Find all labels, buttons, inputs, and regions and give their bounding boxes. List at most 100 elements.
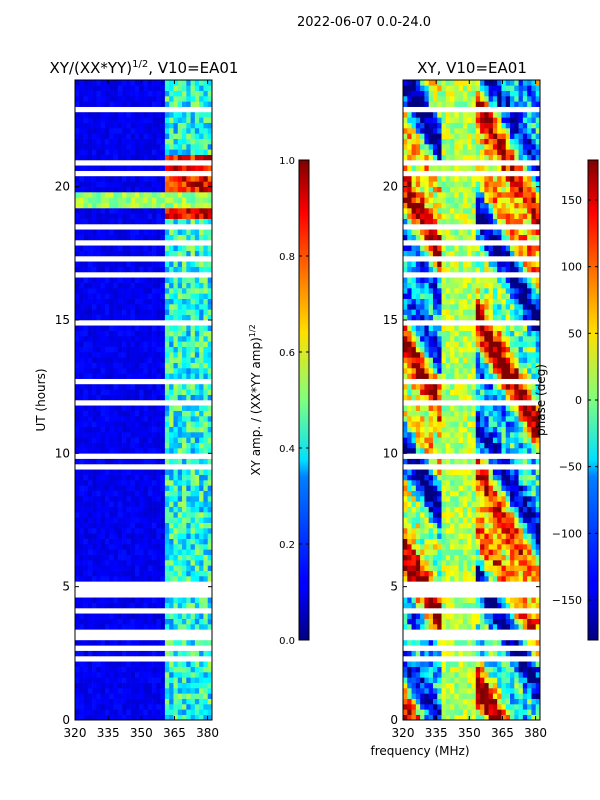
heatmap-cell bbox=[164, 384, 170, 390]
heatmap-cell bbox=[190, 554, 196, 561]
heatmap-cell bbox=[143, 448, 149, 454]
heatmap-cell bbox=[497, 661, 502, 667]
heatmap-cell bbox=[488, 544, 494, 550]
heatmap-cell bbox=[411, 522, 417, 529]
heatmap-cell bbox=[203, 138, 209, 145]
heatmap-cell bbox=[96, 512, 101, 518]
heatmap-cell bbox=[173, 250, 179, 257]
heatmap-cell bbox=[117, 538, 123, 545]
heatmap-cell bbox=[152, 357, 157, 363]
heatmap-cell bbox=[160, 138, 166, 145]
heatmap-cell bbox=[445, 693, 451, 699]
heatmap-cell bbox=[497, 533, 502, 539]
heatmap-cell bbox=[143, 613, 149, 619]
heatmap-cell bbox=[134, 693, 140, 699]
heatmap-cell bbox=[462, 432, 468, 438]
heatmap-cell bbox=[152, 250, 157, 257]
heatmap-cell bbox=[190, 165, 196, 171]
heatmap-cell bbox=[462, 661, 468, 667]
heatmap-cell bbox=[407, 640, 412, 646]
heatmap-cell bbox=[203, 176, 209, 182]
heatmap-cell bbox=[462, 549, 468, 555]
heatmap-cell bbox=[104, 613, 110, 619]
heatmap-cell bbox=[492, 698, 498, 705]
heatmap-cell bbox=[169, 650, 174, 657]
heatmap-cell bbox=[522, 698, 528, 705]
heatmap-cell bbox=[471, 426, 477, 433]
heatmap-cell bbox=[207, 234, 212, 241]
heatmap-cell bbox=[186, 352, 191, 358]
heatmap-cell bbox=[134, 330, 140, 337]
heatmap-cell bbox=[156, 154, 161, 161]
heatmap-cell bbox=[100, 437, 106, 443]
heatmap-cell bbox=[117, 480, 123, 486]
heatmap-cell bbox=[190, 133, 196, 139]
heatmap-cell bbox=[186, 432, 191, 438]
heatmap-cell bbox=[190, 101, 196, 107]
heatmap-cell bbox=[83, 384, 89, 390]
y-tick-label: 10 bbox=[55, 446, 70, 460]
heatmap-cell bbox=[475, 709, 481, 715]
heatmap-cell bbox=[535, 613, 540, 619]
heatmap-cell bbox=[186, 528, 191, 534]
heatmap-cell bbox=[462, 624, 468, 630]
heatmap-cell bbox=[497, 650, 502, 657]
heatmap-cell bbox=[527, 501, 532, 507]
heatmap-cell bbox=[445, 416, 451, 422]
heatmap-cell bbox=[122, 549, 127, 555]
heatmap-cell bbox=[484, 640, 489, 646]
heatmap-cell bbox=[122, 682, 127, 689]
heatmap-cell bbox=[194, 549, 200, 555]
heatmap-cell bbox=[480, 416, 485, 422]
heatmap-cell bbox=[407, 672, 412, 678]
heatmap-cell bbox=[475, 528, 481, 534]
heatmap-cell bbox=[432, 389, 438, 395]
heatmap-cell bbox=[75, 597, 80, 603]
heatmap-cell bbox=[190, 389, 196, 395]
heatmap-cell bbox=[156, 122, 161, 129]
heatmap-cell bbox=[531, 496, 537, 502]
heatmap-cell bbox=[147, 357, 153, 363]
heatmap-cell bbox=[194, 522, 200, 529]
heatmap-cell bbox=[100, 650, 106, 657]
heatmap-cell bbox=[186, 138, 191, 145]
heatmap-cell bbox=[109, 352, 114, 358]
heatmap-cell bbox=[117, 442, 123, 449]
heatmap-cell bbox=[75, 208, 80, 214]
heatmap-cell bbox=[79, 133, 84, 139]
heatmap-cell bbox=[96, 714, 101, 720]
heatmap-cell bbox=[160, 96, 166, 102]
heatmap-cell bbox=[169, 544, 174, 550]
heatmap-cell bbox=[87, 682, 93, 689]
heatmap-cell bbox=[139, 266, 144, 273]
heatmap-cell bbox=[484, 576, 489, 582]
heatmap-cell bbox=[143, 154, 149, 161]
heatmap-cell bbox=[411, 474, 417, 481]
heatmap-cell bbox=[104, 544, 110, 550]
heatmap-cell bbox=[492, 560, 498, 566]
heatmap-cell bbox=[186, 570, 191, 577]
flagged-row bbox=[403, 464, 540, 470]
heatmap-cell bbox=[113, 96, 119, 102]
heatmap-cell bbox=[75, 474, 80, 481]
heatmap-cell bbox=[130, 602, 136, 609]
heatmap-cell bbox=[450, 394, 455, 401]
heatmap-cell bbox=[126, 213, 131, 219]
heatmap-cell bbox=[207, 112, 212, 118]
heatmap-cell bbox=[194, 704, 200, 710]
heatmap-cell bbox=[480, 597, 485, 603]
heatmap-cell bbox=[160, 682, 166, 689]
heatmap-cell bbox=[432, 384, 438, 390]
x-tick-label: 380 bbox=[196, 726, 219, 740]
heatmap-cell bbox=[130, 512, 136, 518]
heatmap-cell bbox=[139, 677, 144, 683]
heatmap-cell bbox=[143, 554, 149, 561]
heatmap-cell bbox=[432, 538, 438, 545]
heatmap-cell bbox=[79, 197, 84, 203]
heatmap-cell bbox=[450, 688, 455, 694]
heatmap-cell bbox=[173, 437, 179, 443]
heatmap-cell bbox=[199, 496, 204, 502]
heatmap-cell bbox=[169, 560, 174, 566]
heatmap-cell bbox=[87, 122, 93, 129]
heatmap-cell bbox=[462, 485, 468, 491]
